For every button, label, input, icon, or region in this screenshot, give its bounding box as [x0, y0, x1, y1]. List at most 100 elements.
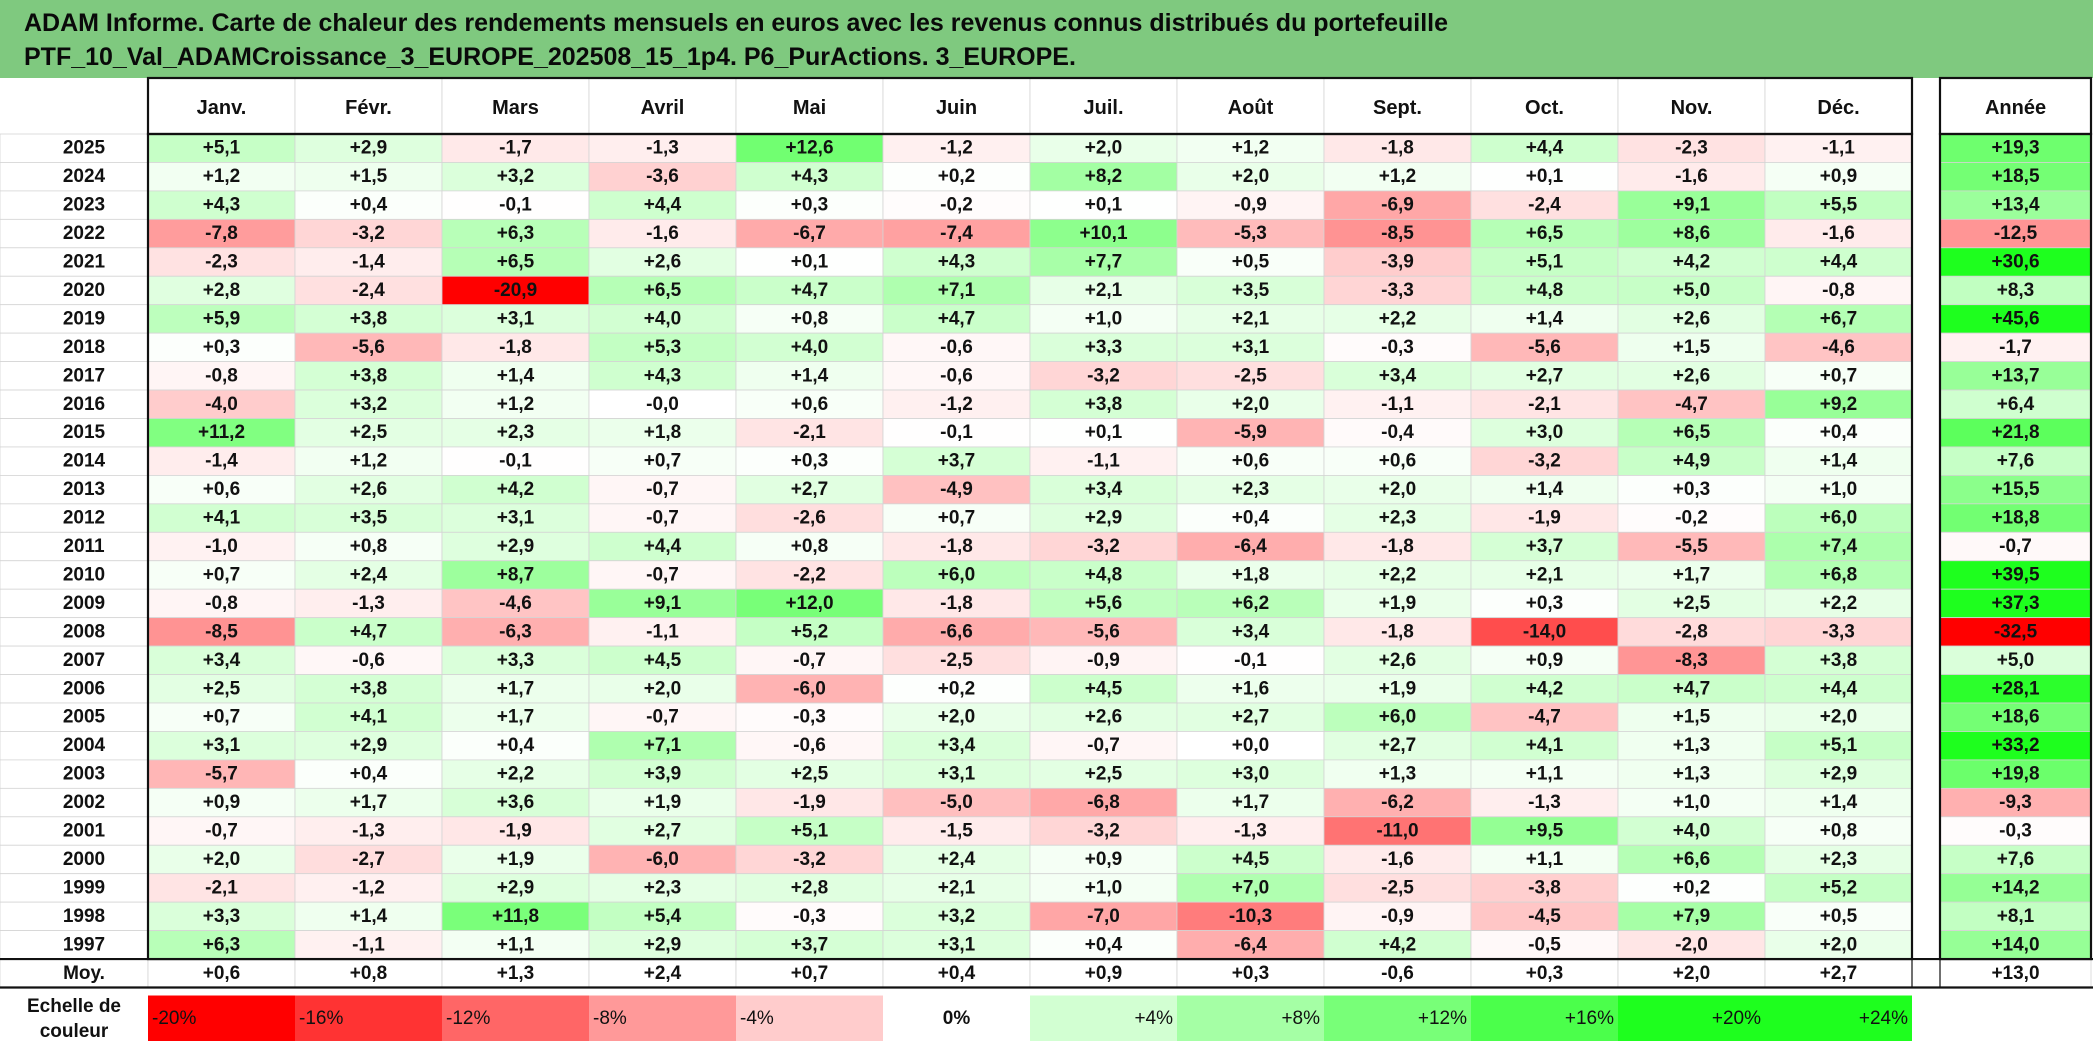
heatmap-value: -0,1: [499, 195, 532, 216]
heatmap-value: +4,0: [644, 308, 682, 329]
heatmap-cell: [882, 218, 1031, 249]
heatmap-value: +1,4: [1526, 479, 1564, 500]
month-header-10: Oct.: [1525, 97, 1564, 119]
heatmap-cell: [441, 844, 590, 875]
heatmap-cell: [1617, 218, 1766, 249]
heatmap-value: -1,6: [1675, 166, 1708, 187]
heatmap-value: -0,1: [940, 422, 973, 443]
heatmap-value: +2,7: [1379, 735, 1417, 756]
legend-swatch: [589, 995, 736, 1041]
heatmap-value: +4,3: [203, 195, 241, 216]
heatmap-cell: [1029, 418, 1178, 448]
heatmap-value: +0,7: [203, 707, 241, 728]
heatmap-value: +1,4: [350, 906, 388, 927]
heatmap-value: -6,0: [793, 678, 826, 699]
heatmap-value: +1,0: [1673, 792, 1711, 813]
year-total-value: +45,6: [1991, 308, 2039, 329]
heatmap-cell: [294, 446, 443, 476]
legend-label: +16%: [1565, 1008, 1614, 1029]
heatmap-value: +1,5: [350, 166, 388, 187]
heatmap-value: -0,1: [1234, 650, 1267, 671]
heatmap-cell: [735, 247, 884, 277]
heatmap-cell: [588, 304, 737, 334]
heatmap-cell: [588, 361, 737, 391]
heatmap-cell: [1323, 816, 1472, 846]
year-total-cell: [1939, 133, 2092, 163]
heatmap-cell: [147, 247, 296, 277]
heatmap-value: +2,4: [938, 849, 976, 870]
row-label-cell: [0, 446, 149, 476]
row-label-2004: 2004: [63, 735, 106, 756]
heatmap-cell: [1470, 645, 1619, 675]
row-label-cell: [0, 930, 149, 960]
average-value: +1,3: [497, 963, 535, 984]
legend-label-line-1: Echelle de: [27, 996, 121, 1017]
heatmap-value: -3,3: [1822, 621, 1855, 642]
heatmap-value: -3,2: [1087, 821, 1120, 842]
month-header-6: Juin: [936, 97, 977, 119]
year-total-cell: [1939, 418, 2092, 448]
average-cell: [441, 958, 590, 988]
heatmap-value: -0,6: [352, 650, 385, 671]
heatmap-value: +3,4: [1085, 479, 1123, 500]
heatmap-cell: [294, 816, 443, 846]
heatmap-value: -2,1: [1528, 394, 1561, 415]
year-total-value: +7,6: [1997, 849, 2035, 870]
average-year-value: +13,0: [1991, 963, 2039, 984]
heatmap-value: +0,1: [791, 252, 829, 273]
heatmap-value: +3,8: [1820, 650, 1858, 671]
heatmap-value: +2,6: [350, 479, 388, 500]
heatmap-cell: [1617, 702, 1766, 732]
heatmap-value: +2,6: [1085, 707, 1123, 728]
month-header-11: Nov.: [1671, 97, 1713, 119]
heatmap-cell: [147, 901, 296, 932]
heatmap-cell: [588, 617, 737, 647]
year-total-value: +19,3: [1991, 138, 2039, 159]
heatmap-cell: [1176, 162, 1325, 192]
heatmap-value: +3,5: [350, 508, 388, 529]
heatmap-value: +3,1: [497, 308, 535, 329]
heatmap-cell: [1470, 560, 1619, 590]
average-year-cell: [1939, 958, 2092, 988]
heatmap-cell: [735, 389, 884, 419]
heatmap-value: +0,3: [1673, 479, 1711, 500]
heatmap-cell: [441, 816, 590, 846]
heatmap-value: +3,7: [1526, 536, 1564, 557]
heatmap-value: +6,0: [1820, 508, 1858, 529]
heatmap-value: -3,2: [352, 223, 385, 244]
month-header-cell: [882, 77, 1031, 135]
heatmap-value: +3,6: [497, 792, 535, 813]
heatmap-value: +11,2: [198, 422, 245, 443]
heatmap-value: -0,6: [940, 365, 973, 386]
heatmap-value: -0,6: [793, 735, 826, 756]
heatmap-value: +3,0: [1232, 764, 1270, 785]
heatmap-cell: [1323, 844, 1472, 875]
year-total-value: +19,8: [1991, 764, 2039, 785]
heatmap-cell: [441, 787, 590, 818]
month-header-4: Avril: [641, 97, 685, 119]
heatmap-cell: [1323, 873, 1472, 903]
heatmap-value: -6,3: [499, 621, 532, 642]
heatmap-value: +1,5: [1673, 707, 1711, 728]
heatmap-value: -3,8: [1528, 877, 1561, 898]
heatmap-value: -3,3: [1381, 280, 1414, 301]
heatmap-value: +5,4: [644, 906, 682, 927]
average-value: -0,6: [1381, 963, 1414, 984]
legend-label: -8%: [593, 1008, 627, 1029]
heatmap-value: +1,6: [1232, 678, 1270, 699]
heatmap-cell: [441, 674, 590, 704]
month-header-5: Mai: [793, 97, 826, 119]
heatmap-value: -6,4: [1234, 536, 1267, 557]
heatmap-value: +2,0: [1232, 394, 1270, 415]
heatmap-value: +0,9: [1085, 849, 1123, 870]
heatmap-value: +0,3: [203, 337, 241, 358]
heatmap-value: +9,1: [1673, 195, 1711, 216]
heatmap-value: +2,3: [1232, 479, 1270, 500]
row-label-cell: [0, 617, 149, 647]
heatmap-cell: [1029, 873, 1178, 903]
heatmap-value: -2,3: [1675, 138, 1708, 159]
heatmap-cell: [588, 531, 737, 562]
heatmap-value: -8,5: [1381, 223, 1414, 244]
row-label-cell: [0, 731, 149, 761]
legend-swatch: [1177, 995, 1324, 1041]
